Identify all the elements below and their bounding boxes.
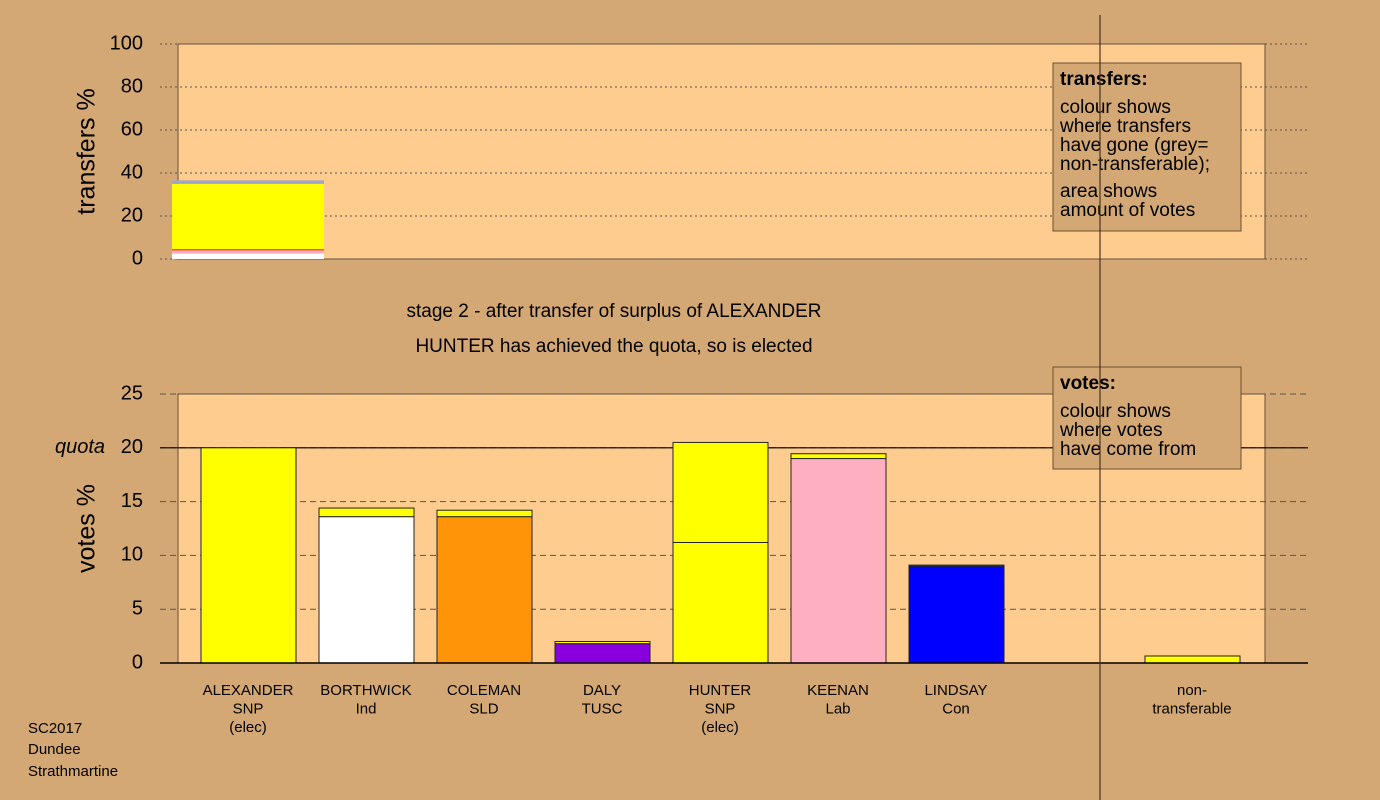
bar-segment: [672, 541, 769, 664]
legend-text: colour shows: [1060, 401, 1171, 422]
bar-segment: [908, 564, 1005, 567]
bar-segment: [172, 249, 324, 251]
x-tick-label: DALY: [583, 682, 621, 699]
x-tick-label: KEENAN: [807, 682, 869, 699]
x-tick-label: SLD: [469, 700, 498, 717]
y-tick-label: 5: [132, 597, 143, 619]
legend-text: colour shows: [1060, 97, 1171, 118]
x-tick-label: SNP: [233, 700, 264, 717]
y-axis-label: transfers %: [73, 88, 101, 214]
x-tick-label: ALEXANDER: [203, 682, 294, 699]
legend-box: [1052, 62, 1242, 232]
bar-segment: [436, 516, 533, 664]
bar-segment: [790, 453, 887, 460]
legend-box: [1052, 366, 1242, 470]
bar-segment: [908, 565, 1005, 664]
y-tick-label: 20: [121, 204, 143, 226]
bar-segment: [672, 441, 769, 543]
bar-segment: [172, 253, 324, 259]
x-tick-label: TUSC: [582, 700, 623, 717]
legend-text: area shows: [1060, 181, 1157, 202]
x-tick-label: (elec): [701, 719, 739, 736]
x-tick-label: non-: [1177, 682, 1207, 699]
legend-title: votes:: [1060, 373, 1116, 394]
footer: SC2017: [28, 720, 82, 737]
bar-segment: [172, 250, 324, 254]
footer: Dundee: [28, 741, 81, 758]
y-axis-label: votes %: [73, 484, 101, 573]
x-tick-label: Lab: [825, 700, 850, 717]
legend-text: have gone (grey=: [1060, 135, 1208, 156]
bar-segment: [1144, 655, 1241, 664]
y-tick-label: 0: [132, 247, 143, 269]
x-tick-label: COLEMAN: [447, 682, 521, 699]
y-tick-label: 15: [121, 490, 143, 512]
x-tick-label: Con: [942, 700, 970, 717]
legend-text: where votes: [1059, 420, 1162, 441]
x-tick-label: (elec): [229, 719, 267, 736]
legend-text: non-transferable);: [1060, 154, 1210, 175]
x-tick-label: BORTHWICK: [320, 682, 411, 699]
x-tick-label: HUNTER: [689, 682, 752, 699]
bar-segment: [436, 509, 533, 518]
y-tick-label: 40: [121, 161, 143, 183]
bar-segment: [318, 507, 415, 518]
caption: HUNTER has achieved the quota, so is ele…: [415, 336, 812, 357]
x-tick-label: Ind: [356, 700, 377, 717]
bar-segment: [554, 640, 651, 645]
x-tick-label: SNP: [705, 700, 736, 717]
bar-segment: [790, 458, 887, 664]
legend-text: amount of votes: [1060, 200, 1195, 221]
y-tick-label: 10: [121, 544, 143, 566]
legend-text: have come from: [1060, 439, 1196, 460]
y-tick-label: 20: [121, 436, 143, 458]
bar-segment: [172, 183, 324, 250]
legend-text: where transfers: [1059, 116, 1191, 137]
x-tick-label: LINDSAY: [924, 682, 987, 699]
footer: Strathmartine: [28, 763, 118, 780]
y-tick-label: 100: [110, 32, 143, 54]
bar-segment: [172, 182, 324, 184]
bar-segment: [172, 180, 324, 183]
y-tick-label: 60: [121, 118, 143, 140]
y-tick-label: 25: [121, 382, 143, 404]
bar-segment: [318, 516, 415, 664]
bar-segment: [554, 643, 651, 664]
caption: stage 2 - after transfer of surplus of A…: [406, 301, 821, 322]
bar-segment: [200, 447, 297, 664]
y-tick-label: 0: [132, 651, 143, 673]
legend-title: transfers:: [1060, 69, 1148, 90]
x-tick-label: transferable: [1152, 700, 1231, 717]
quota-label: quota: [55, 436, 105, 458]
y-tick-label: 80: [121, 75, 143, 97]
